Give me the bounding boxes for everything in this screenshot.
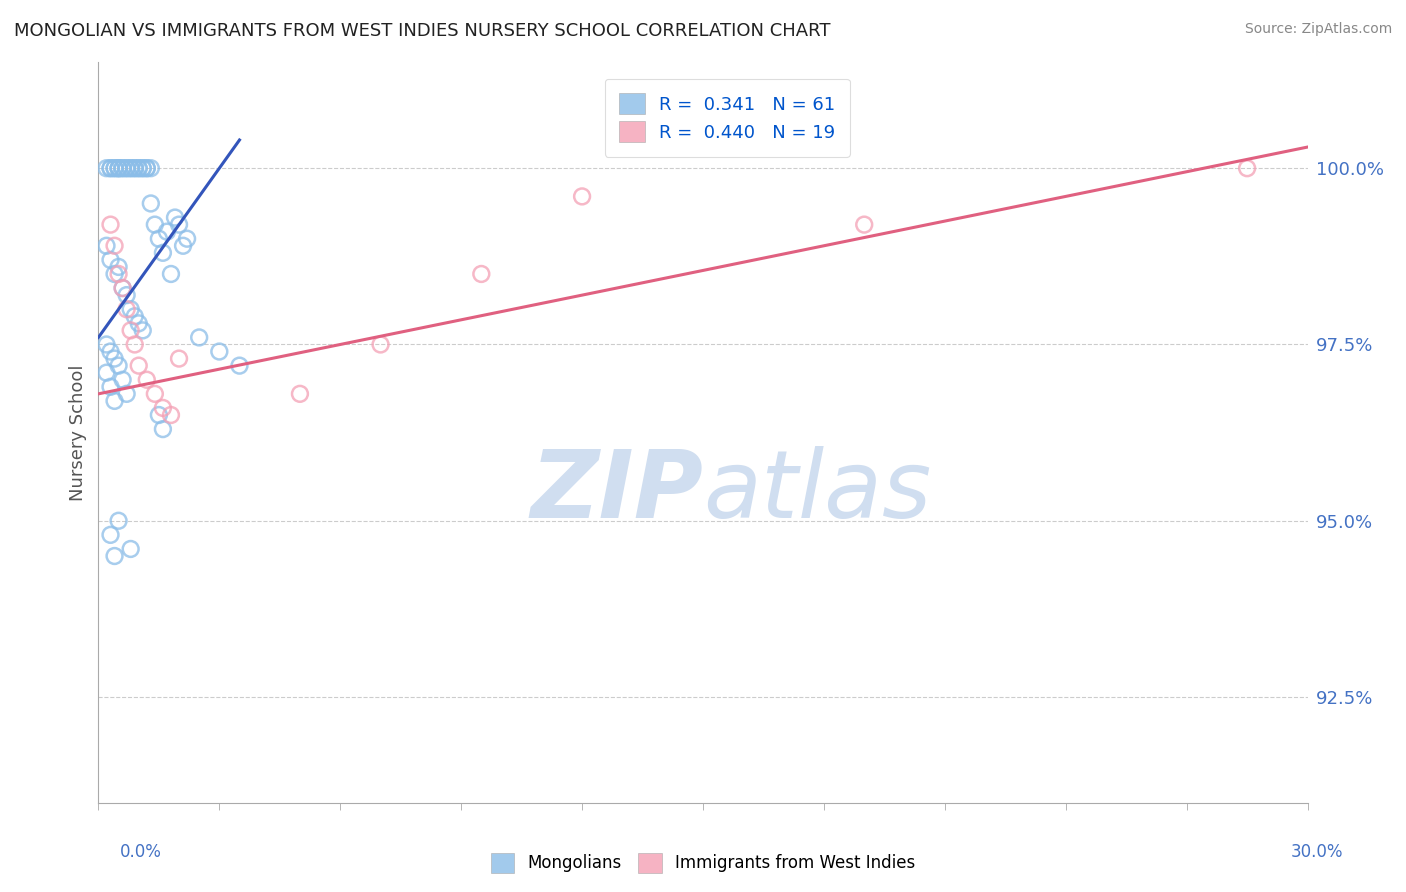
Point (132, 323, 155, 337)
Point (139, 196, 162, 211)
Point (103, 161, 125, 176)
Point (115, 161, 138, 176)
Point (120, 161, 142, 176)
Point (148, 408, 170, 422)
Point (111, 373, 134, 387)
Point (172, 239, 194, 253)
Point (100, 218, 122, 232)
Point (100, 161, 122, 176)
Point (103, 267, 125, 281)
Point (128, 161, 150, 176)
Point (100, 380, 122, 394)
Point (120, 323, 142, 337)
Text: 30.0%: 30.0% (1291, 843, 1343, 861)
Text: MONGOLIAN VS IMMIGRANTS FROM WEST INDIES NURSERY SCHOOL CORRELATION CHART: MONGOLIAN VS IMMIGRANTS FROM WEST INDIES… (14, 22, 831, 40)
Point (135, 161, 157, 176)
Point (139, 161, 162, 176)
Point (160, 267, 183, 281)
Point (96, 239, 118, 253)
Text: 0.0%: 0.0% (120, 843, 162, 861)
Point (853, 218, 876, 232)
Point (128, 316, 150, 330)
Point (143, 387, 166, 401)
Point (107, 267, 129, 281)
Point (143, 218, 166, 232)
Point (124, 337, 146, 351)
Legend: R =  0.341   N = 61, R =  0.440   N = 19: R = 0.341 N = 61, R = 0.440 N = 19 (605, 78, 849, 157)
Point (96, 337, 118, 351)
Point (100, 161, 122, 176)
Point (115, 387, 138, 401)
Point (128, 359, 150, 373)
Point (163, 211, 186, 225)
Point (208, 344, 231, 359)
Point (370, 337, 392, 351)
Point (176, 232, 198, 246)
Point (167, 351, 190, 366)
Legend: Mongolians, Immigrants from West Indies: Mongolians, Immigrants from West Indies (484, 847, 922, 880)
Point (111, 281, 134, 295)
Point (156, 225, 179, 239)
Point (124, 161, 146, 176)
Point (228, 359, 250, 373)
Point (124, 161, 146, 176)
Point (103, 549, 125, 563)
Point (111, 161, 134, 176)
Point (107, 161, 129, 176)
Point (111, 281, 134, 295)
Point (128, 161, 150, 176)
Point (115, 302, 138, 317)
Point (115, 288, 138, 302)
Point (96, 366, 118, 380)
Y-axis label: Nursery School: Nursery School (69, 364, 87, 501)
Point (111, 161, 134, 176)
Point (103, 161, 125, 176)
Point (132, 161, 155, 176)
Point (96, 161, 118, 176)
Point (103, 351, 125, 366)
Point (148, 232, 170, 246)
Point (1236, 161, 1258, 176)
Point (152, 245, 174, 260)
Point (115, 161, 138, 176)
Point (132, 161, 155, 176)
Point (103, 393, 125, 408)
Point (100, 344, 122, 359)
Point (107, 260, 129, 274)
Point (152, 422, 174, 436)
Point (107, 359, 129, 373)
Text: ZIP: ZIP (530, 446, 703, 538)
Point (152, 401, 174, 415)
Point (107, 161, 129, 176)
Point (107, 514, 129, 528)
Point (120, 302, 142, 317)
Point (107, 161, 129, 176)
Point (135, 373, 157, 387)
Point (120, 161, 142, 176)
Point (470, 267, 492, 281)
Point (188, 330, 211, 344)
Point (135, 161, 157, 176)
Point (571, 189, 593, 203)
Point (100, 528, 122, 542)
Point (167, 218, 190, 232)
Point (288, 387, 311, 401)
Point (124, 310, 146, 324)
Point (120, 541, 142, 556)
Point (100, 252, 122, 267)
Point (160, 408, 183, 422)
Text: Source: ZipAtlas.com: Source: ZipAtlas.com (1244, 22, 1392, 37)
Text: atlas: atlas (703, 446, 931, 537)
Point (103, 239, 125, 253)
